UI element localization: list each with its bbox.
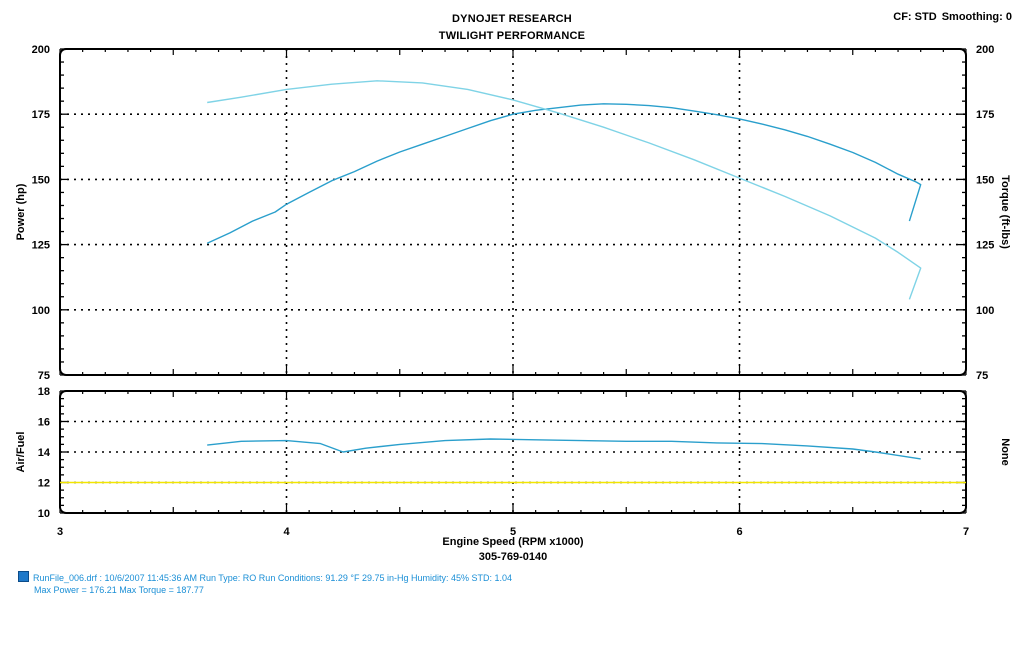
run-legend: RunFile_006.drf : 10/6/2007 11:45:36 AM … — [18, 571, 512, 596]
power-panel-y2tick-label: 125 — [976, 240, 994, 252]
power-panel-ytick-label: 100 — [32, 305, 50, 317]
x-axis-phone: 305-769-0140 — [479, 551, 548, 563]
cf-smoothing-readout: CF: STD Smoothing: 0 — [891, 11, 1012, 23]
power-panel-y2tick-label: 100 — [976, 305, 994, 317]
torque-curve — [207, 80, 922, 300]
chart-title-company: DYNOJET RESEARCH — [452, 13, 572, 25]
power-panel-y2tick-label: 200 — [976, 44, 994, 56]
afr-panel-ytick-label: 14 — [38, 447, 51, 459]
power-torque-plot-area — [59, 48, 967, 376]
cf-value: CF: STD — [893, 11, 937, 23]
x-tick-label: 6 — [736, 526, 742, 538]
run-color-swatch-icon[interactable] — [18, 571, 29, 582]
power-panel-y2label: Torque (ft-lbs) — [999, 175, 1011, 249]
x-axis-label: Engine Speed (RPM x1000) — [442, 536, 584, 548]
power-panel-ytick-label: 150 — [32, 174, 50, 186]
afr-panel-ytick-label: 18 — [38, 386, 50, 398]
afr-panel-ytick-label: 12 — [38, 478, 50, 490]
smoothing-value: Smoothing: 0 — [941, 11, 1012, 23]
afr-panel-y2label: None — [999, 438, 1011, 466]
power-panel-ytick-label: 125 — [32, 240, 50, 252]
afr-panel-ylabel: Air/Fuel — [15, 432, 27, 473]
power-panel-ytick-label: 75 — [38, 370, 50, 382]
x-tick-label: 3 — [57, 526, 63, 538]
run-info-line: RunFile_006.drf : 10/6/2007 11:45:36 AM … — [33, 573, 513, 583]
power-panel-ytick-label: 175 — [32, 109, 50, 121]
x-tick-label: 5 — [510, 526, 516, 538]
max-values-line: Max Power = 176.21 Max Torque = 187.77 — [34, 585, 204, 595]
air-fuel-curve — [207, 438, 921, 460]
power-curve — [206, 103, 922, 244]
afr-panel-ytick-label: 16 — [38, 417, 50, 429]
axis-labels: 7510012515017520075100125150175200Power … — [15, 44, 1011, 563]
power-panel-y2tick-label: 75 — [976, 370, 988, 382]
x-tick-label: 4 — [283, 526, 290, 538]
chart-title-shop: TWILIGHT PERFORMANCE — [438, 30, 586, 42]
power-panel-y2tick-label: 175 — [976, 109, 994, 121]
x-tick-label: 7 — [963, 526, 969, 538]
power-panel-ylabel: Power (hp) — [15, 183, 27, 240]
air-fuel-plot-area — [59, 390, 967, 514]
power-panel-y2tick-label: 150 — [976, 174, 994, 186]
power-panel-ytick-label: 200 — [32, 44, 50, 56]
afr-panel-ytick-label: 10 — [38, 508, 50, 520]
